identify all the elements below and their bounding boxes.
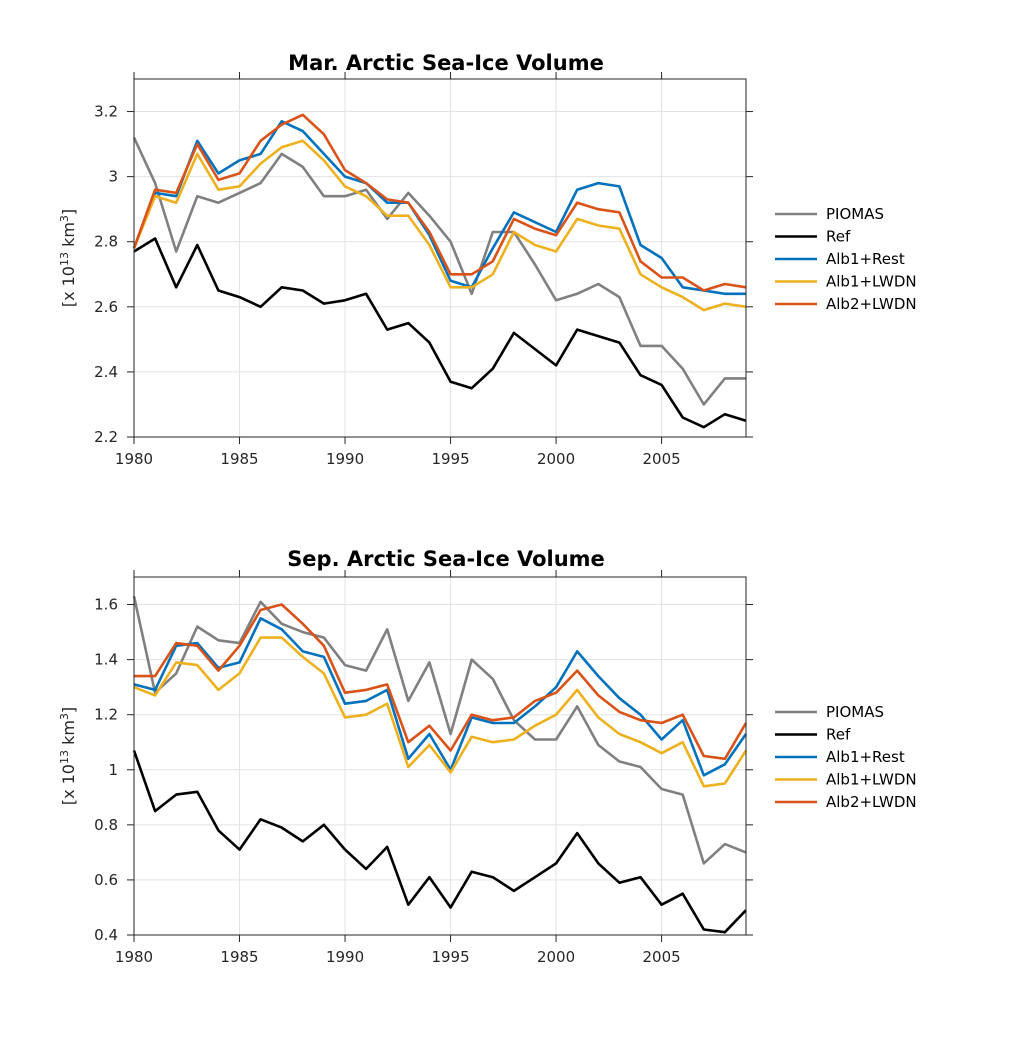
- legend-label: Alb1+LWDN: [826, 771, 917, 789]
- series-line-ref: [133, 237, 747, 429]
- y-axis-label-part: [x 10: [59, 764, 78, 805]
- x-tick-label: 1990: [326, 948, 364, 966]
- y-axis-label-part: km: [59, 720, 78, 750]
- chart-panel-1: 1980 1985 1990 1995 2000 2005 2.2 2.4 2.6 2.8 3 3.2…: [58, 51, 917, 468]
- legend: PIOMAS Ref Alb1+Rest Alb1+LWDN Alb2+LWDN: [775, 703, 917, 811]
- y-tick-label: 1: [108, 761, 118, 779]
- axes-box: [133, 576, 747, 936]
- series-line-piomas: [132, 596, 747, 865]
- axes-box: [133, 78, 747, 438]
- legend-label: Alb2+LWDN: [826, 295, 917, 313]
- legend-label: Ref: [826, 726, 851, 744]
- legend-label: PIOMAS: [826, 205, 884, 223]
- legend-label: Alb2+LWDN: [826, 793, 917, 811]
- y-tick-label: 2.2: [94, 428, 118, 446]
- series-line-alb2-lwdn: [134, 603, 748, 761]
- y-tick-label: 1.2: [94, 706, 118, 724]
- y-tick-label: 3.2: [94, 103, 118, 121]
- series-line-ref: [132, 750, 747, 934]
- x-tick-label: 1985: [220, 948, 258, 966]
- series-line-alb1-rest: [133, 616, 748, 777]
- x-tick-label: 2005: [642, 948, 680, 966]
- x-tick-label: 1995: [431, 948, 469, 966]
- y-tick-label: 2.4: [94, 363, 118, 381]
- x-tick-label: 1980: [115, 450, 153, 468]
- legend-label: PIOMAS: [826, 703, 884, 721]
- legend-label: Alb1+LWDN: [826, 273, 917, 291]
- series-line-alb1-lwdn: [133, 636, 748, 788]
- x-tick-label: 2000: [537, 948, 575, 966]
- y-tick-label: 0.8: [94, 816, 118, 834]
- series-line-alb2-lwdn: [132, 113, 747, 292]
- x-tick-label: 1990: [326, 450, 364, 468]
- y-axis-label-part: ]: [59, 209, 78, 215]
- series-line-alb1-lwdn: [132, 139, 747, 312]
- y-tick-label: 0.4: [94, 926, 118, 944]
- legend-label: Ref: [826, 228, 851, 246]
- x-tick-label: 1980: [115, 948, 153, 966]
- y-tick-label: 0.6: [94, 871, 118, 889]
- y-axis-label-part: 13: [58, 750, 71, 764]
- x-tick-label: 1995: [431, 450, 469, 468]
- y-tick-label: 2.6: [94, 298, 118, 316]
- y-axis-label-part: 13: [58, 252, 71, 266]
- y-axis-label-part: ]: [59, 707, 78, 713]
- x-tick-label: 1985: [220, 450, 258, 468]
- legend-label: Alb1+Rest: [826, 748, 905, 766]
- y-axis-label-part: 3: [58, 713, 71, 720]
- y-axis-label: [x 1013 km3]: [58, 707, 79, 805]
- y-axis-label-part: 3: [58, 215, 71, 222]
- y-axis-label: [x 1013 km3]: [58, 209, 79, 307]
- x-tick-label: 2005: [642, 450, 680, 468]
- y-tick-label: 3: [108, 168, 118, 186]
- legend: PIOMAS Ref Alb1+Rest Alb1+LWDN Alb2+LWDN: [775, 205, 917, 313]
- y-tick-label: 2.8: [94, 233, 118, 251]
- chart-panel-2: 1980 1985 1990 1995 2000 2005 0.4 0.6 0.8 1 1.2 1.4…: [58, 547, 917, 966]
- y-axis-label-part: [x 10: [59, 266, 78, 307]
- series-line-piomas: [132, 137, 746, 406]
- series-line-alb1-rest: [132, 120, 746, 296]
- chart-title: Sep. Arctic Sea-Ice Volume: [287, 547, 605, 571]
- legend-label: Alb1+Rest: [826, 250, 905, 268]
- y-tick-label: 1.6: [94, 596, 118, 614]
- chart-title: Mar. Arctic Sea-Ice Volume: [288, 51, 604, 75]
- y-tick-label: 1.4: [94, 651, 118, 669]
- x-tick-label: 2000: [537, 450, 575, 468]
- y-axis-label-part: km: [59, 222, 78, 252]
